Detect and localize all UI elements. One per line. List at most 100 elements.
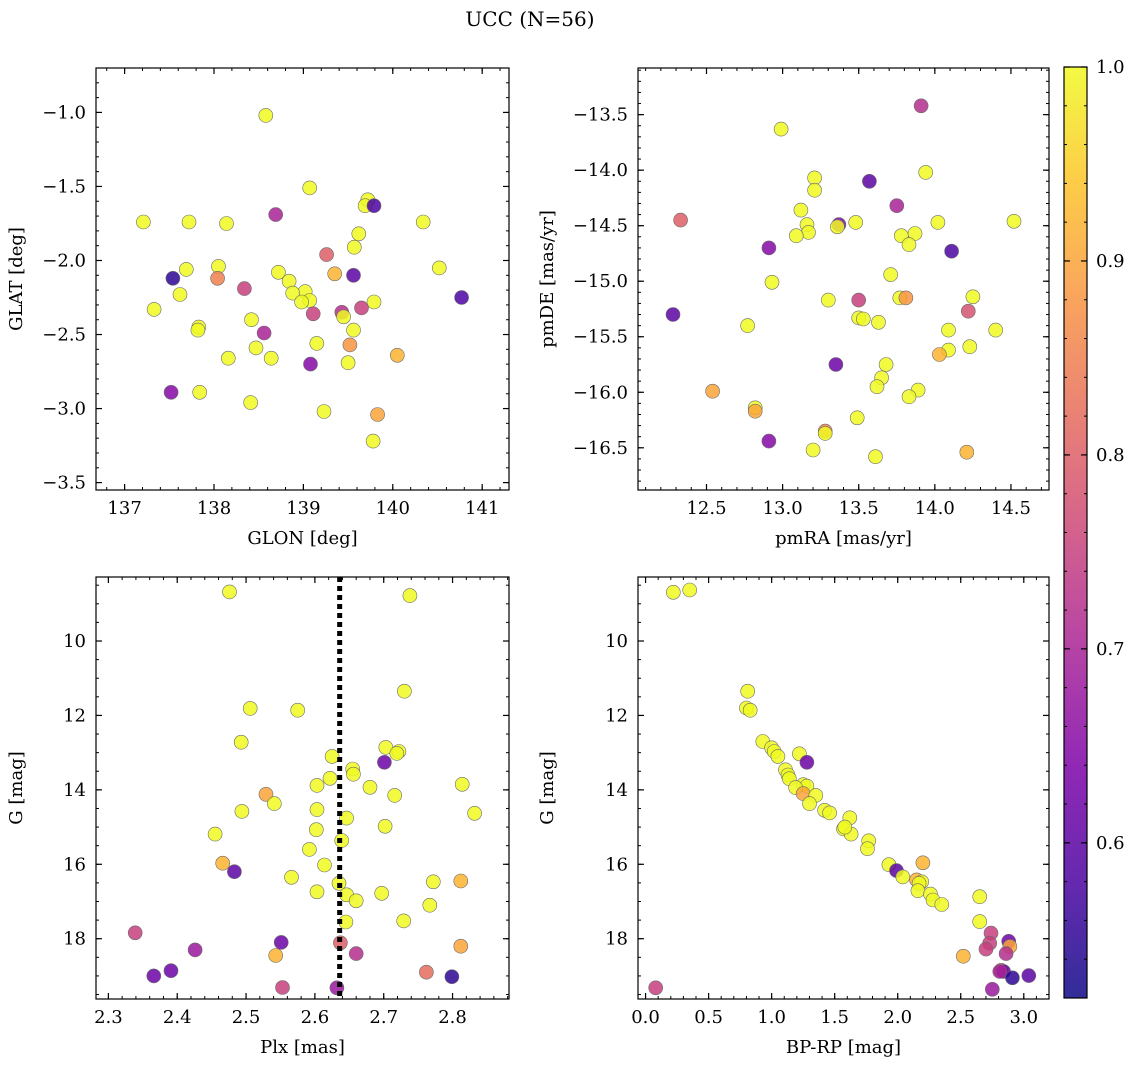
y-tick-label: 10 (605, 631, 628, 652)
x-tick-label: 0.5 (694, 1007, 723, 1028)
x-tick-label: 2.5 (946, 1007, 975, 1028)
data-point (346, 239, 362, 255)
panels: 137 138 139 140 141 −1.0 −1.5 −2.0 −2.5 −3.0 −3.5 G… (6, 67, 1050, 1058)
data-point (830, 219, 845, 235)
data-point (705, 383, 720, 399)
data-point (389, 347, 405, 363)
y-tick-label: 14 (605, 780, 628, 801)
data-point (889, 198, 905, 213)
y-tick-label: 16 (605, 854, 628, 875)
data-point (165, 270, 181, 286)
data-point (370, 407, 385, 422)
data-point (163, 384, 179, 400)
data-point (770, 749, 786, 764)
data-point (215, 855, 230, 871)
data-point (665, 584, 681, 600)
data-point (354, 300, 369, 316)
points-group (127, 584, 482, 996)
colorbar-tick-label: 0.8 (1096, 445, 1125, 466)
data-point (348, 893, 364, 909)
data-point (895, 869, 911, 885)
data-point (397, 683, 412, 699)
y-tick-label: −3.0 (42, 399, 86, 420)
data-point (431, 260, 447, 276)
data-point (258, 108, 274, 123)
data-point (913, 98, 929, 114)
data-point (960, 303, 976, 319)
x-tick-label: 14.0 (915, 498, 955, 519)
data-point (340, 355, 356, 371)
data-point (742, 702, 758, 718)
data-point (998, 946, 1014, 961)
plot-frame (95, 67, 510, 491)
data-point (878, 357, 894, 372)
data-point (828, 357, 844, 372)
data-point (256, 325, 272, 341)
data-point (346, 322, 361, 338)
data-point (955, 948, 971, 964)
x-tick-label: 2.7 (369, 1007, 398, 1028)
data-point (242, 701, 258, 716)
data-point (807, 170, 822, 186)
data-point (454, 290, 469, 305)
y-tick-label: −2.0 (42, 250, 86, 271)
data-point (773, 121, 789, 137)
data-point (309, 802, 325, 817)
points-group (648, 582, 1037, 997)
x-tick-label: 2.4 (163, 1007, 192, 1028)
y-tick-label: 16 (63, 854, 86, 875)
data-point (181, 214, 197, 230)
x-axis-label: GLON [deg] (247, 528, 357, 549)
data-point (648, 980, 664, 996)
data-point (146, 968, 162, 984)
data-point (801, 225, 816, 240)
data-point (377, 818, 393, 834)
data-point (322, 770, 338, 786)
data-point (992, 964, 1008, 979)
data-point (855, 311, 871, 327)
x-tick-label: 2.8 (438, 1007, 467, 1028)
data-point (305, 306, 321, 322)
data-point (962, 339, 978, 355)
data-point (309, 336, 325, 351)
data-point (862, 174, 877, 189)
data-point (869, 379, 885, 395)
data-point (848, 215, 864, 230)
data-point (290, 702, 306, 718)
data-point (444, 969, 460, 985)
data-point (365, 433, 381, 449)
data-point (271, 264, 286, 280)
data-point (883, 267, 899, 282)
data-point (972, 914, 988, 929)
y-tick-label: 12 (605, 705, 628, 726)
data-point (136, 214, 151, 230)
data-point (219, 216, 234, 231)
panel-2: 12.5 13.0 13.5 14.0 14.5 −13.5 −14.0 −14.5 −15.0… (537, 67, 1050, 549)
data-point (374, 885, 390, 901)
x-tick-label: 13.0 (763, 498, 803, 519)
figure-title: UCC (N=56) (465, 7, 594, 31)
data-point (351, 226, 367, 242)
data-point (747, 403, 763, 419)
data-point (822, 805, 837, 821)
x-tick-label: 14.5 (991, 498, 1031, 519)
data-point (309, 884, 325, 900)
x-tick-label: 2.3 (94, 1007, 123, 1028)
y-axis-label: GLAT [deg] (6, 227, 27, 331)
x-tick-label: 140 (376, 498, 410, 519)
x-tick-label: 3.0 (1009, 1007, 1038, 1028)
colorbar-tick-label: 0.6 (1096, 833, 1125, 854)
data-point (336, 309, 351, 325)
data-point (266, 796, 282, 811)
data-point (454, 776, 470, 792)
x-axis-label: pmRA [mas/yr] (775, 528, 912, 549)
data-point (898, 290, 914, 306)
data-point (959, 444, 975, 460)
data-point (210, 270, 225, 286)
data-point (1021, 968, 1037, 983)
data-point (761, 240, 777, 256)
y-axis-label: G [mag] (537, 751, 558, 824)
data-point (1006, 214, 1022, 229)
y-tick-label: 10 (63, 631, 86, 652)
data-point (396, 913, 412, 929)
